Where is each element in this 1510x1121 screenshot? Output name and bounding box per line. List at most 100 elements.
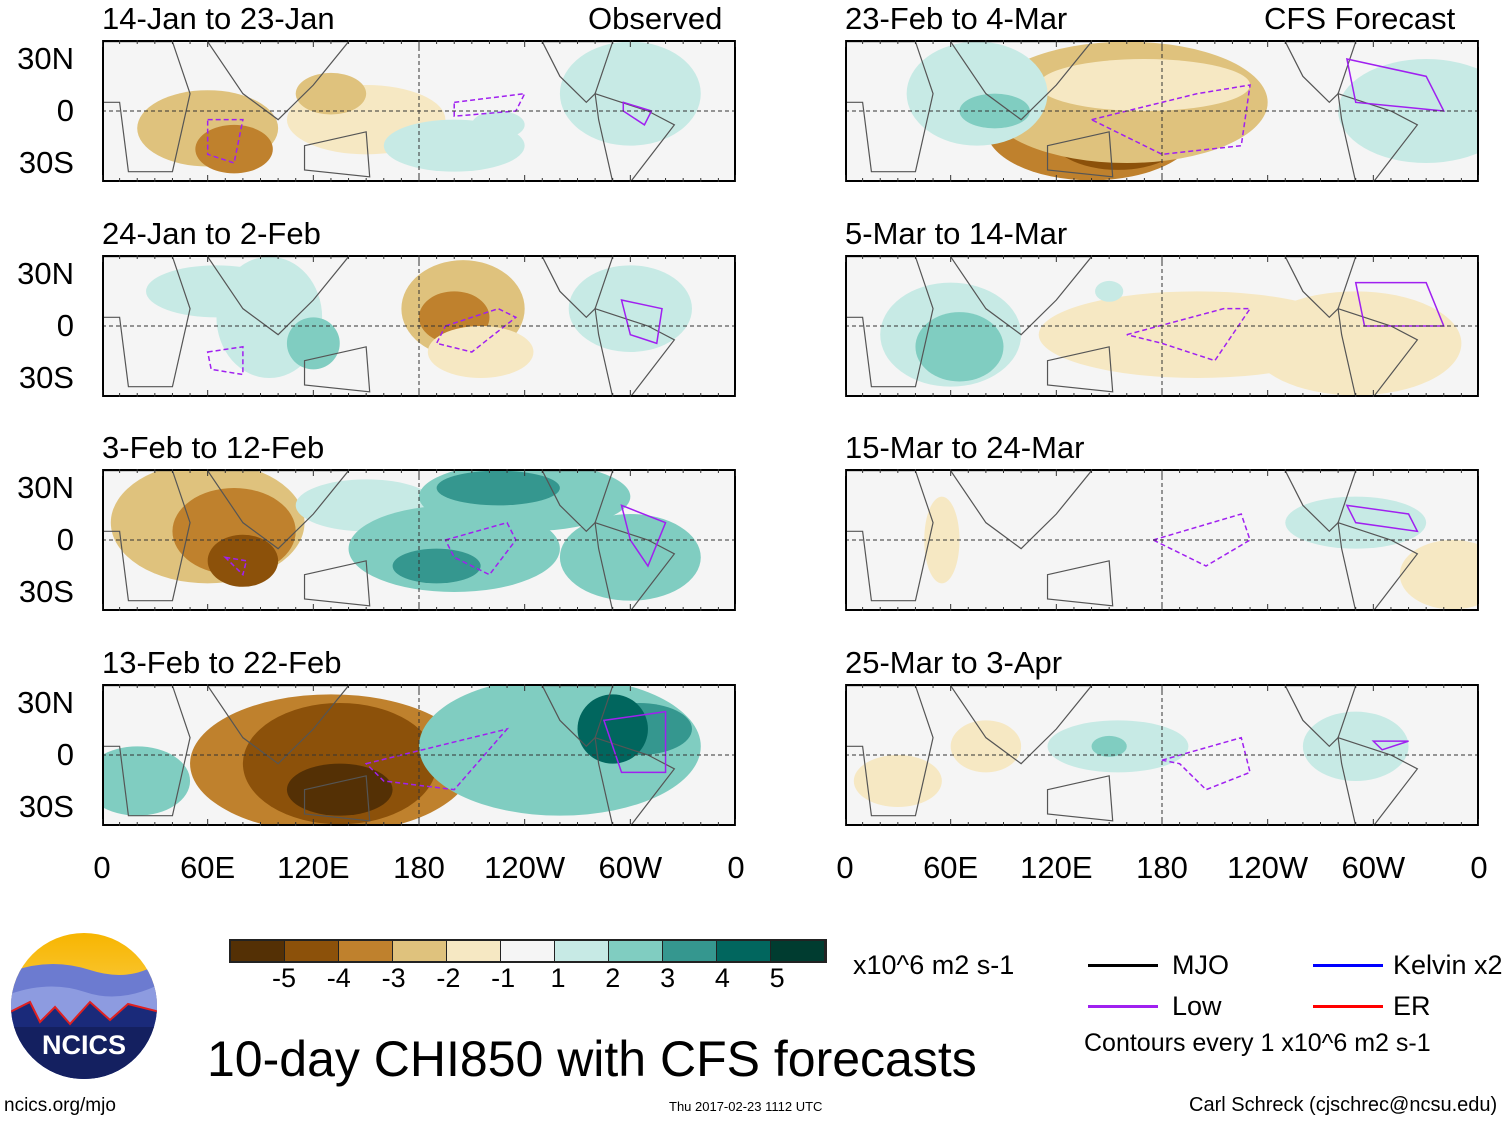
colorbar-label: -4 xyxy=(326,963,351,993)
anomaly-region xyxy=(559,41,701,146)
anomaly-region xyxy=(950,720,1022,773)
map-panel xyxy=(102,255,736,397)
logo-text: NCICS xyxy=(42,1030,126,1060)
map-panel xyxy=(102,684,736,826)
x-tick-label: 60W xyxy=(598,850,663,885)
anomaly-region xyxy=(471,111,525,139)
anomaly-region xyxy=(1091,735,1127,757)
x-tick-label: 0 xyxy=(836,850,854,885)
legend-er: ER xyxy=(1393,991,1431,1021)
coastline xyxy=(303,131,371,178)
coastline xyxy=(1046,346,1114,393)
colorbar-swatch xyxy=(231,941,285,961)
x-tick-label: 180 xyxy=(1136,850,1188,885)
coastline xyxy=(1337,736,1419,826)
legend-line-kelvin xyxy=(1313,964,1383,967)
colorbar-swatch xyxy=(663,941,717,961)
colorbar-swatch xyxy=(393,941,447,961)
y-tick-label: 30S xyxy=(18,574,74,609)
colorbar-label: 4 xyxy=(714,963,730,993)
anomaly-region xyxy=(906,41,1048,146)
x-tick-label: 60E xyxy=(923,850,979,885)
footer-url[interactable]: ncics.org/mjo xyxy=(4,1095,116,1116)
colorbar-label: 5 xyxy=(769,963,785,993)
legend-line-mjo xyxy=(1088,964,1158,967)
coastline xyxy=(303,560,371,607)
coastline xyxy=(102,685,191,817)
coastline xyxy=(1046,775,1114,822)
low-contour xyxy=(1345,504,1419,533)
colorbar-swatch xyxy=(555,941,609,961)
coastline xyxy=(845,41,934,173)
coastline xyxy=(102,256,191,388)
figure-title: 10-day CHI850 with CFS forecasts xyxy=(207,1031,977,1087)
x-tick-label: 120E xyxy=(1020,850,1093,885)
coastline xyxy=(845,256,934,388)
anomaly-region xyxy=(924,496,960,584)
y-tick-label: 0 xyxy=(56,308,74,343)
colorbar-swatch xyxy=(339,941,393,961)
forecast-header: CFS Forecast xyxy=(1264,1,1456,36)
colorbar-label: -1 xyxy=(491,963,516,993)
x-tick-label: 120W xyxy=(1227,850,1309,885)
observed-header: Observed xyxy=(588,1,723,36)
low-contour xyxy=(622,101,653,126)
contour-note: Contours every 1 x10^6 m2 s-1 xyxy=(1084,1029,1431,1057)
colorbar-label: 2 xyxy=(605,963,621,993)
colorbar-label: -2 xyxy=(436,963,461,993)
map-panel xyxy=(845,684,1479,826)
y-tick-label: 0 xyxy=(56,93,74,128)
panel-title: 23-Feb to 4-Mar xyxy=(845,1,1068,36)
anomaly-region xyxy=(577,694,648,764)
x-tick-label: 180 xyxy=(393,850,445,885)
coastline xyxy=(1337,92,1419,182)
anomaly-region xyxy=(1399,540,1479,610)
low-contour xyxy=(1126,307,1252,362)
anomaly-region xyxy=(1038,59,1251,111)
anomaly-region xyxy=(1250,291,1462,396)
coastline xyxy=(102,41,191,173)
low-contour xyxy=(223,556,248,577)
panel-title: 3-Feb to 12-Feb xyxy=(102,430,325,465)
anomaly-region xyxy=(392,548,481,584)
colorbar-label: 3 xyxy=(660,963,676,993)
legend-kelvin: Kelvin x2 xyxy=(1393,950,1503,980)
footer-timestamp: Thu 2017-02-23 1112 UTC xyxy=(669,1099,823,1114)
footer-author: Carl Schreck (cjschrec@ncsu.edu) xyxy=(1189,1094,1498,1116)
y-tick-label: 30N xyxy=(17,41,74,76)
anomaly-region xyxy=(915,312,1004,382)
anomaly-region xyxy=(286,317,340,370)
colorbar-swatch xyxy=(501,941,555,961)
y-tick-label: 30S xyxy=(18,145,74,180)
low-contour xyxy=(620,504,667,568)
map-panel xyxy=(102,40,736,182)
x-tick-label: 60E xyxy=(180,850,236,885)
panel-title: 15-Mar to 24-Mar xyxy=(845,430,1085,465)
x-tick-label: 0 xyxy=(93,850,111,885)
anomaly-region xyxy=(1302,711,1409,781)
colorbar-swatch xyxy=(609,941,663,961)
y-tick-label: 0 xyxy=(56,522,74,557)
y-tick-label: 0 xyxy=(56,737,74,772)
coastline xyxy=(594,307,676,397)
colorbar-units: x10^6 m2 s-1 xyxy=(853,950,1015,980)
legend-line-er xyxy=(1313,1005,1383,1008)
anomaly-region xyxy=(568,265,692,352)
map-panel xyxy=(845,469,1479,611)
colorbar-label: -5 xyxy=(271,963,297,993)
x-tick-label: 120E xyxy=(277,850,350,885)
low-contour xyxy=(1161,736,1251,791)
colorbar xyxy=(229,939,827,963)
coastline xyxy=(1046,131,1114,178)
ncics-logo: NCICS xyxy=(11,933,157,1079)
panel-title: 25-Mar to 3-Apr xyxy=(845,645,1063,680)
panel-title: 5-Mar to 14-Mar xyxy=(845,216,1068,251)
panel-title: 24-Jan to 2-Feb xyxy=(102,216,321,251)
anomaly-region xyxy=(286,763,393,816)
y-tick-label: 30N xyxy=(17,256,74,291)
y-tick-label: 30S xyxy=(18,789,74,824)
coastline xyxy=(1337,521,1419,611)
coastline xyxy=(594,521,676,611)
y-tick-label: 30N xyxy=(17,685,74,720)
low-contour xyxy=(1151,513,1251,567)
